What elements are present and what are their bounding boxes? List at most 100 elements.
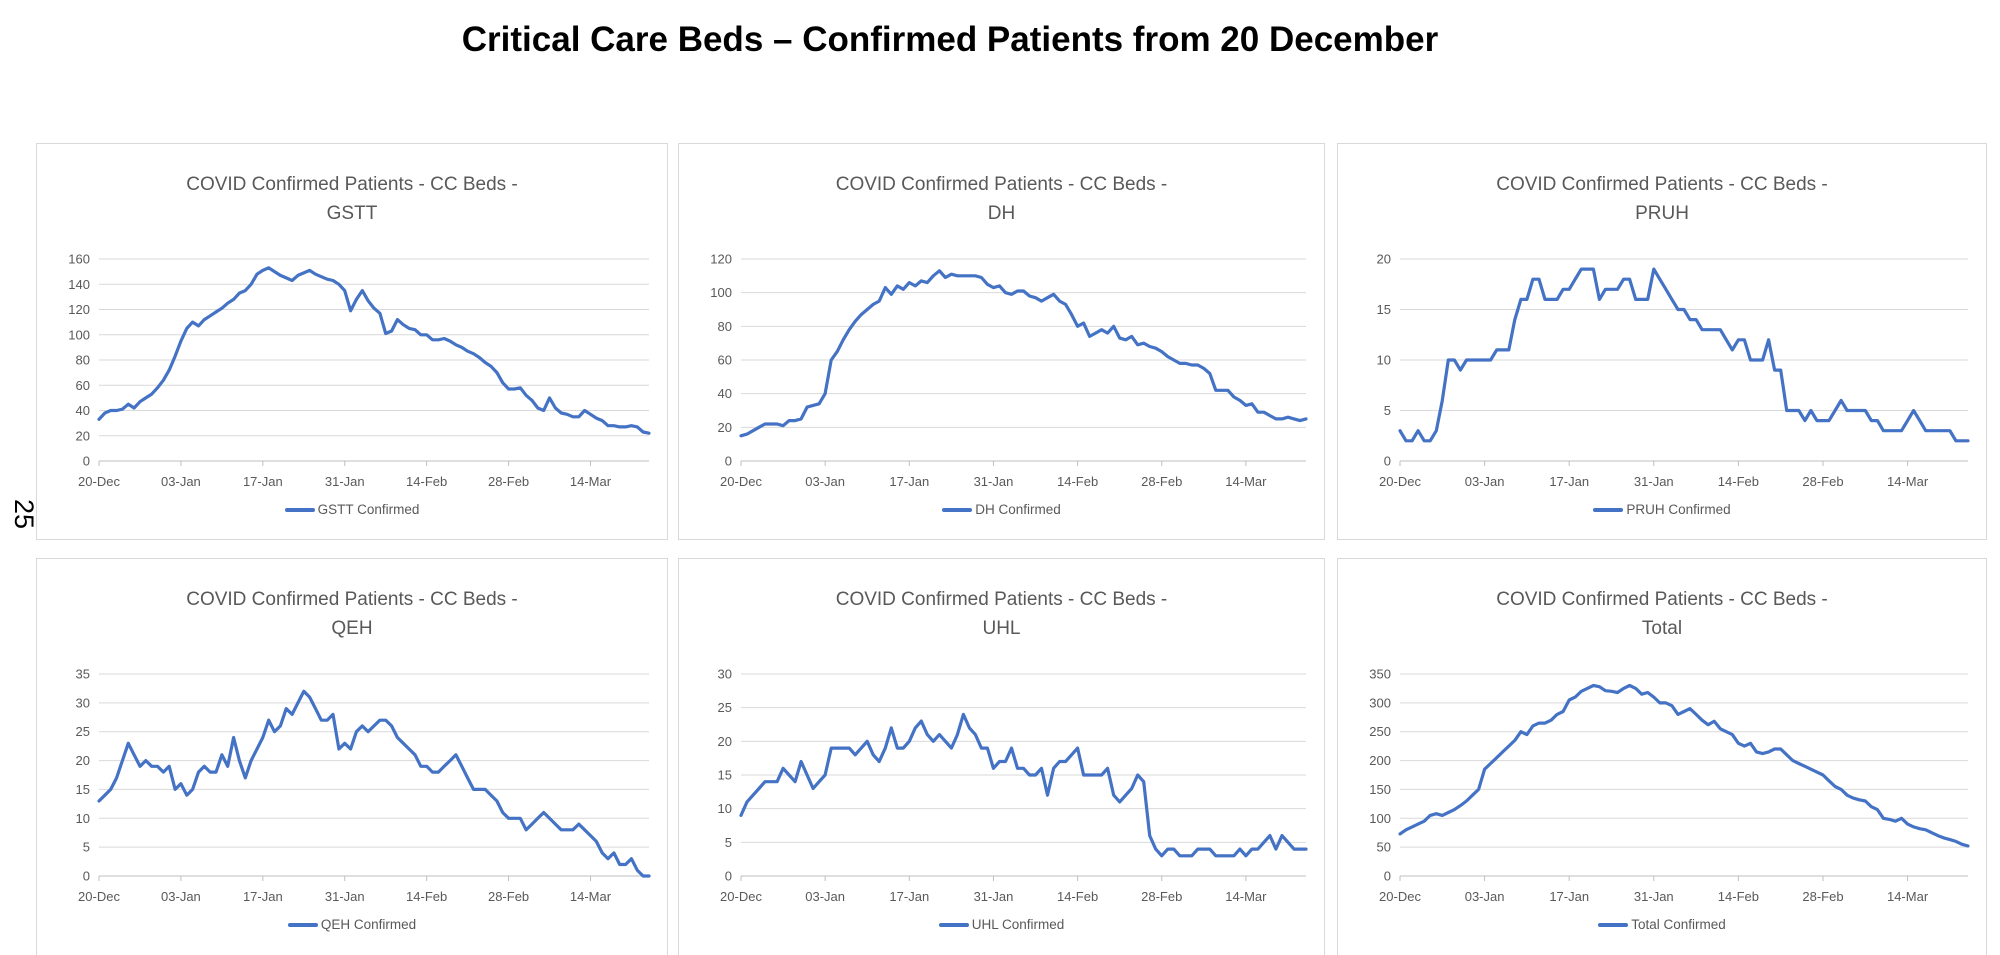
svg-text:31-Jan: 31-Jan (974, 474, 1014, 489)
svg-text:100: 100 (710, 285, 732, 300)
svg-text:0: 0 (725, 454, 732, 469)
svg-text:28-Feb: 28-Feb (1141, 889, 1182, 904)
svg-text:300: 300 (1369, 695, 1391, 710)
page-title: Critical Care Beds – Confirmed Patients … (461, 20, 1439, 59)
line-chart-total: 0 50 100 150 200 250 300 350 20-Dec 03-Jan 17-Jan 3… (1369, 667, 1970, 904)
legend-label: UHL Confirmed (971, 917, 1065, 932)
legend-line-marker (1598, 922, 1629, 927)
svg-text:14-Mar: 14-Mar (1225, 474, 1267, 489)
svg-text:60: 60 (718, 353, 732, 368)
svg-text:20: 20 (1377, 252, 1391, 267)
chart-title-line2: UHL (982, 618, 1021, 639)
svg-text:14-Mar: 14-Mar (570, 474, 612, 489)
chart-title: COVID Confirmed Patients - CC Beds - GST… (37, 170, 667, 228)
chart-panel-pruh: COVID Confirmed Patients - CC Beds - PRU… (1337, 143, 1987, 540)
line-chart-qeh: 0 5 10 15 20 25 30 35 20-Dec 03-Jan 17-Jan 31-Jan 14… (76, 667, 651, 904)
chart-title-line2: GSTT (326, 203, 378, 224)
svg-text:20: 20 (718, 734, 732, 749)
svg-text:14-Mar: 14-Mar (1225, 889, 1267, 904)
svg-text:120: 120 (710, 252, 732, 267)
legend-line-marker (284, 507, 315, 512)
svg-text:15: 15 (1377, 302, 1391, 317)
svg-text:250: 250 (1369, 724, 1391, 739)
svg-text:17-Jan: 17-Jan (889, 474, 929, 489)
line-chart-gstt: 0 20 40 60 80 100 120 140 160 20-Dec 03-Jan 17-Jan 3… (68, 252, 651, 489)
svg-text:17-Jan: 17-Jan (243, 889, 283, 904)
svg-text:40: 40 (76, 403, 90, 418)
svg-text:5: 5 (725, 835, 732, 850)
svg-text:120: 120 (68, 302, 90, 317)
svg-text:31-Jan: 31-Jan (325, 474, 365, 489)
svg-text:14-Feb: 14-Feb (1718, 889, 1759, 904)
legend-label: PRUH Confirmed (1626, 502, 1731, 517)
svg-text:80: 80 (76, 353, 90, 368)
svg-text:350: 350 (1369, 667, 1391, 682)
chart-title-line1: COVID Confirmed Patients - CC Beds - (1496, 589, 1828, 610)
legend-line-marker (1593, 507, 1624, 512)
svg-text:100: 100 (68, 327, 90, 342)
chart-legend: Total Confirmed (1338, 917, 1986, 932)
svg-text:31-Jan: 31-Jan (974, 889, 1014, 904)
svg-text:10: 10 (718, 801, 732, 816)
svg-text:30: 30 (76, 695, 90, 710)
svg-text:14-Mar: 14-Mar (1887, 889, 1929, 904)
line-chart-pruh: 0 5 10 15 20 20-Dec 03-Jan 17-Jan 31-Jan 14-Feb 28… (1377, 252, 1970, 489)
chart-title-line1: COVID Confirmed Patients - CC Beds - (186, 174, 518, 195)
legend-line-marker (938, 922, 969, 927)
svg-text:03-Jan: 03-Jan (1465, 474, 1505, 489)
chart-legend: DH Confirmed (679, 502, 1324, 517)
svg-text:03-Jan: 03-Jan (161, 889, 201, 904)
chart-panel-total: COVID Confirmed Patients - CC Beds - Tot… (1337, 558, 1987, 955)
svg-text:28-Feb: 28-Feb (1802, 474, 1843, 489)
legend-label: Total Confirmed (1631, 917, 1726, 932)
chart-title: COVID Confirmed Patients - CC Beds - Tot… (1338, 585, 1986, 643)
chart-title-line2: Total (1641, 618, 1683, 639)
svg-text:14-Mar: 14-Mar (1887, 474, 1929, 489)
legend-label: QEH Confirmed (320, 917, 417, 932)
chart-legend: GSTT Confirmed (37, 502, 667, 517)
svg-text:17-Jan: 17-Jan (1549, 474, 1589, 489)
svg-text:14-Mar: 14-Mar (570, 889, 612, 904)
chart-title-line1: COVID Confirmed Patients - CC Beds - (186, 589, 518, 610)
svg-text:0: 0 (83, 454, 90, 469)
svg-text:20-Dec: 20-Dec (1379, 889, 1421, 904)
svg-text:0: 0 (725, 869, 732, 884)
chart-legend: UHL Confirmed (679, 917, 1324, 932)
svg-text:15: 15 (718, 768, 732, 783)
svg-text:20-Dec: 20-Dec (78, 889, 120, 904)
line-chart-uhl: 0 5 10 15 20 25 30 20-Dec 03-Jan 17-Jan 31-Jan 14-F… (718, 667, 1308, 904)
svg-text:03-Jan: 03-Jan (805, 474, 845, 489)
svg-text:03-Jan: 03-Jan (805, 889, 845, 904)
svg-text:31-Jan: 31-Jan (1634, 889, 1674, 904)
chart-panel-uhl: COVID Confirmed Patients - CC Beds - UHL… (678, 558, 1325, 955)
chart-panel-dh: COVID Confirmed Patients - CC Beds - DH … (678, 143, 1325, 540)
svg-text:30: 30 (718, 667, 732, 682)
svg-text:28-Feb: 28-Feb (488, 889, 529, 904)
svg-text:31-Jan: 31-Jan (325, 889, 365, 904)
chart-title-line2: DH (987, 203, 1016, 224)
chart-title-line2: QEH (331, 618, 373, 639)
svg-text:15: 15 (76, 782, 90, 797)
svg-text:160: 160 (68, 252, 90, 267)
svg-text:20-Dec: 20-Dec (720, 889, 762, 904)
svg-text:10: 10 (76, 811, 90, 826)
svg-text:25: 25 (76, 724, 90, 739)
svg-text:20: 20 (76, 428, 90, 443)
svg-text:5: 5 (1384, 403, 1391, 418)
svg-text:28-Feb: 28-Feb (1802, 889, 1843, 904)
svg-text:100: 100 (1369, 811, 1391, 826)
svg-text:14-Feb: 14-Feb (1057, 474, 1098, 489)
chart-title-line2: PRUH (1635, 203, 1689, 224)
svg-text:17-Jan: 17-Jan (889, 889, 929, 904)
svg-text:17-Jan: 17-Jan (243, 474, 283, 489)
svg-text:25: 25 (718, 700, 732, 715)
svg-text:50: 50 (1377, 840, 1391, 855)
svg-text:0: 0 (1384, 454, 1391, 469)
chart-title-line1: COVID Confirmed Patients - CC Beds - (835, 589, 1168, 610)
svg-text:31-Jan: 31-Jan (1634, 474, 1674, 489)
legend-label: DH Confirmed (975, 502, 1061, 517)
svg-text:28-Feb: 28-Feb (1141, 474, 1182, 489)
chart-title: COVID Confirmed Patients - CC Beds - UHL (679, 585, 1324, 643)
svg-text:28-Feb: 28-Feb (488, 474, 529, 489)
legend-line-marker (942, 507, 973, 512)
